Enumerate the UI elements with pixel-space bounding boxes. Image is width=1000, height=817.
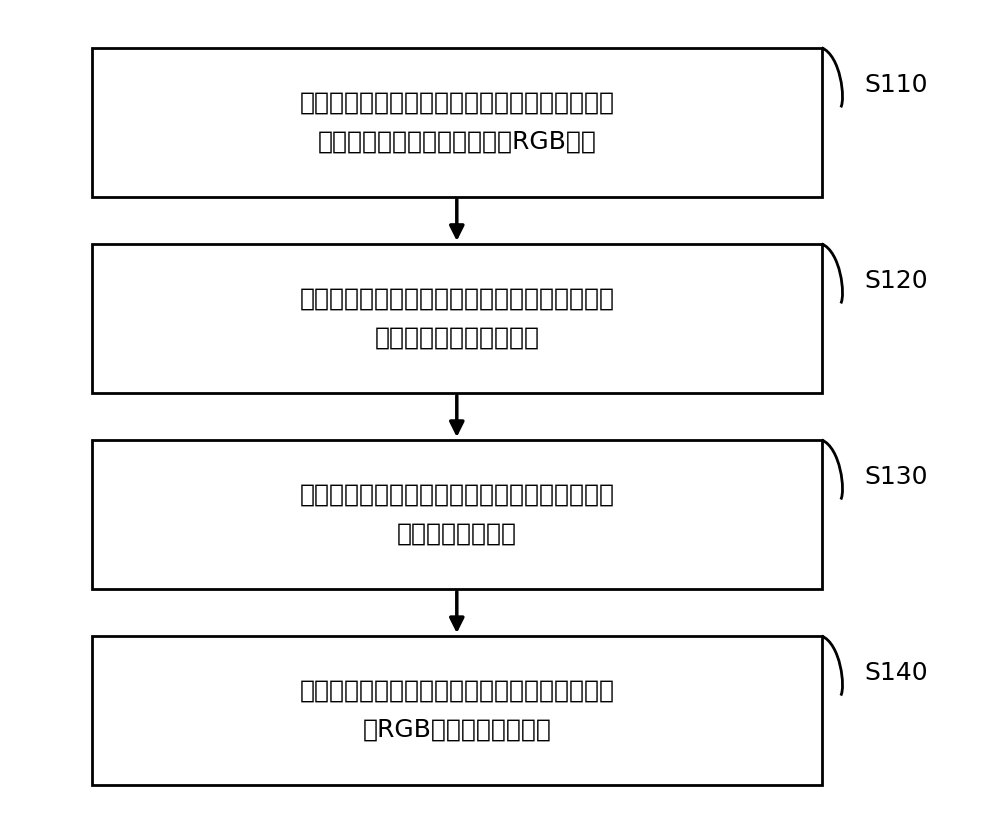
Text: S120: S120 [865,269,928,293]
Text: 将所选取的区域轮廓对准并叠加到目标地理区域
的RGB图像上的对应位置: 将所选取的区域轮廓对准并叠加到目标地理区域 的RGB图像上的对应位置 [299,679,614,742]
Text: 使用第一分类网络模型对目标地理区域的测试图
像进行像素级的语义分割: 使用第一分类网络模型对目标地理区域的测试图 像进行像素级的语义分割 [299,287,614,350]
Text: S110: S110 [865,73,928,97]
Text: S140: S140 [865,661,928,685]
Bar [92,243,822,393]
Bar [92,636,822,785]
Text: S130: S130 [865,465,928,489]
Bar [92,47,822,197]
Bar [92,440,822,589]
Text: 使用第二分类网络模型对语义分割后的测试图像
进行区域轮廓选取: 使用第二分类网络模型对语义分割后的测试图像 进行区域轮廓选取 [299,483,614,546]
Text: 对原始遥感数据进行预处理，得到目标地理区域
的测试图像和目标地理区域的RGB图像: 对原始遥感数据进行预处理，得到目标地理区域 的测试图像和目标地理区域的RGB图像 [299,91,614,154]
